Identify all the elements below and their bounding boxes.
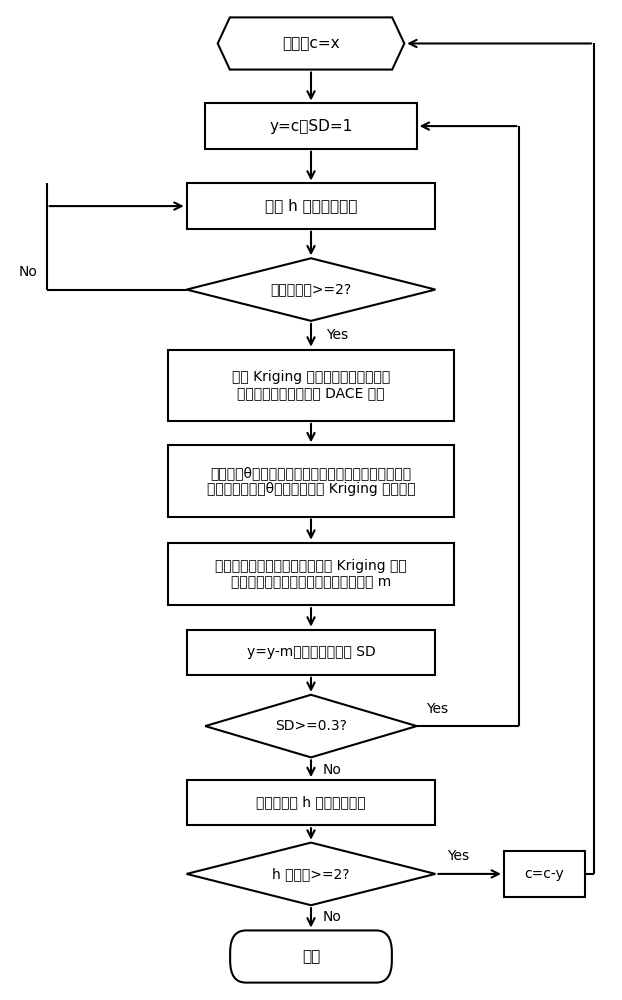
Bar (168, 445, 454, 517)
Text: 保存当前的 h 为本征模函数: 保存当前的 h 为本征模函数 (256, 796, 366, 810)
Text: No: No (322, 763, 341, 777)
Text: SD>=0.3?: SD>=0.3? (275, 719, 347, 733)
Bar (168, 543, 454, 605)
Polygon shape (218, 17, 404, 70)
FancyBboxPatch shape (230, 930, 392, 983)
Text: 选定 Kriging 预测模型，以局部极值
点作为样本点构建初始 DACE 模型: 选定 Kriging 预测模型，以局部极值 点作为样本点构建初始 DACE 模型 (232, 370, 390, 400)
Text: c=c-y: c=c-y (524, 867, 564, 881)
Text: No: No (19, 265, 37, 279)
Text: Yes: Yes (327, 328, 349, 342)
Text: h 极点数>=2?: h 极点数>=2? (272, 867, 350, 881)
Polygon shape (187, 843, 435, 905)
Polygon shape (205, 695, 417, 757)
Bar (168, 350, 454, 421)
Text: y=c；SD=1: y=c；SD=1 (269, 119, 353, 134)
Text: y=y-m；根据公式计算 SD: y=y-m；根据公式计算 SD (247, 645, 375, 659)
Text: 结束: 结束 (302, 949, 320, 964)
Text: 开始，c=x: 开始，c=x (282, 36, 340, 51)
Bar (187, 780, 435, 825)
Bar (187, 183, 435, 229)
Bar (187, 630, 435, 675)
Text: Yes: Yes (447, 849, 469, 863)
Text: No: No (322, 910, 341, 924)
Bar (205, 103, 417, 149)
Text: Yes: Yes (426, 702, 448, 716)
Text: 对局部极大值和极小值分别进行 Kriging 预测
插值，得到上下包络线后求得包络均值 m: 对局部极大值和极小值分别进行 Kriging 预测 插值，得到上下包络线后求得包… (215, 559, 407, 589)
Text: 极值点数目>=2?: 极值点数目>=2? (271, 283, 351, 297)
Polygon shape (187, 258, 435, 321)
Text: 找出 h 的局部极值点: 找出 h 的局部极值点 (265, 199, 357, 214)
Text: 设定参数θ边界，根据相关模型核函数类型，利用粒子
群算法寻找最优θ值，建立最优 Kriging 相关模型: 设定参数θ边界，根据相关模型核函数类型，利用粒子 群算法寻找最优θ值，建立最优 … (207, 466, 415, 496)
Bar (504, 851, 585, 897)
